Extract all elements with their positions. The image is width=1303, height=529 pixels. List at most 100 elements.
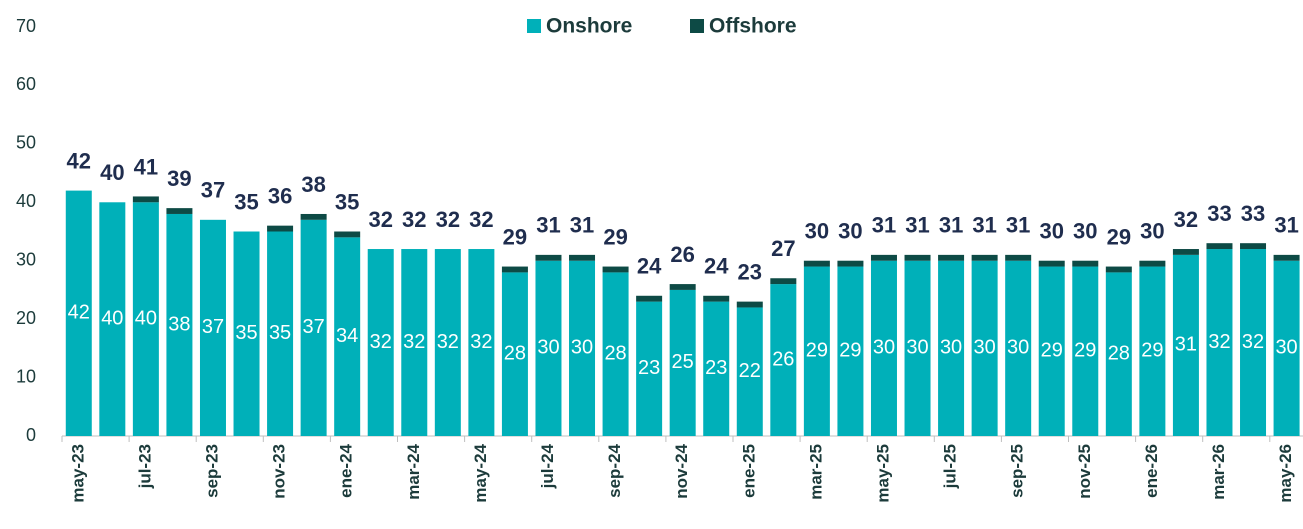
bar-total-label: 23 [738, 259, 762, 284]
bar-segment [1273, 254, 1300, 261]
y-tick-label: 0 [26, 425, 36, 445]
bar-value-label: 32 [1208, 331, 1230, 353]
bar-value-label: 28 [1108, 342, 1130, 364]
bar-total-label: 31 [939, 213, 963, 238]
bar-value-label: 34 [336, 325, 358, 347]
bar-segment [1139, 266, 1166, 436]
bar-segment [736, 307, 763, 436]
bar-segment [837, 266, 864, 436]
bar-total-label: 27 [771, 236, 795, 261]
bar-total-label: 37 [201, 178, 225, 203]
bar-segment [334, 231, 361, 238]
bar-value-label: 29 [1141, 340, 1163, 362]
bar-value-label: 35 [269, 322, 291, 344]
bar-total-label: 31 [570, 213, 594, 238]
bar-segment [1240, 249, 1267, 436]
bar-segment [434, 249, 461, 436]
bar-segment [132, 196, 159, 203]
bar-value-label: 30 [873, 337, 895, 359]
bar-total-label: 36 [268, 183, 292, 208]
bar-segment [1038, 266, 1065, 436]
x-tick-label: may-24 [471, 443, 490, 502]
bar-total-label: 31 [972, 213, 996, 238]
bar-segment [938, 260, 965, 436]
bar-segment [1105, 266, 1132, 273]
bar-value-label: 30 [571, 337, 593, 359]
bar-segment [1172, 254, 1199, 436]
bar-segment [938, 254, 965, 261]
bar-total-label: 32 [1174, 207, 1198, 232]
x-tick-label: mar-25 [806, 444, 825, 500]
bar-segment [65, 190, 92, 436]
bar-segment [401, 249, 428, 436]
bar-total-label: 41 [134, 154, 158, 179]
y-tick-label: 60 [16, 74, 36, 94]
x-tick-label: mar-26 [1209, 444, 1228, 500]
bar-value-label: 25 [672, 351, 694, 373]
bar-segment [1240, 243, 1267, 250]
y-tick-label: 70 [16, 16, 36, 36]
bar-value-label: 37 [202, 316, 224, 338]
bar-total-label: 31 [1274, 213, 1298, 238]
bar-total-label: 33 [1241, 201, 1265, 226]
bar-total-label: 32 [436, 207, 460, 232]
bar-segment [636, 295, 663, 302]
x-tick-label: jul-23 [135, 444, 154, 489]
bar-value-label: 29 [839, 340, 861, 362]
x-tick-label: ene-26 [1142, 444, 1161, 498]
bar-segment [971, 254, 998, 261]
x-tick-label: sep-23 [202, 444, 221, 498]
bar-segment [99, 202, 126, 436]
bar-value-label: 32 [470, 331, 492, 353]
bar-segment [904, 260, 931, 436]
bar-segment [1072, 260, 1099, 267]
bar-total-label: 39 [167, 166, 191, 191]
bar-total-label: 31 [905, 213, 929, 238]
bar-total-label: 24 [637, 254, 662, 279]
x-tick-label: mar-24 [404, 443, 423, 499]
x-tick-label: ene-24 [337, 443, 356, 497]
bar-value-label: 30 [1007, 337, 1029, 359]
bar-segment [535, 260, 562, 436]
bar-segment [602, 272, 629, 436]
x-tick-label: nov-24 [672, 443, 691, 498]
bar-segment [233, 231, 260, 436]
bar-segment [1206, 249, 1233, 436]
bar-total-label: 29 [603, 224, 627, 249]
x-tick-label: may-25 [873, 444, 892, 503]
bar-segment [535, 254, 562, 261]
legend-swatch [690, 19, 704, 33]
bar-segment [1206, 243, 1233, 250]
bar-total-label: 24 [704, 254, 729, 279]
bar-segment [569, 254, 596, 261]
bar-segment [569, 260, 596, 436]
bar-segment [267, 225, 294, 232]
legend-label: Offshore [709, 15, 797, 38]
bar-value-label: 32 [437, 331, 459, 353]
legend-label: Onshore [546, 15, 632, 38]
bar-segment [837, 260, 864, 267]
bar-value-label: 30 [537, 337, 559, 359]
x-tick-label: sep-24 [605, 443, 624, 497]
bar-segment [870, 254, 897, 261]
bar-segment [636, 301, 663, 436]
bar-segment [602, 266, 629, 273]
bar-total-label: 29 [1107, 224, 1131, 249]
bar-segment [904, 254, 931, 261]
bar-segment [870, 260, 897, 436]
bar-segment [770, 284, 797, 436]
bar-segment [166, 213, 193, 436]
bar-total-label: 26 [670, 242, 694, 267]
bar-total-label: 35 [234, 189, 258, 214]
x-tick-label: jul-24 [538, 443, 557, 489]
bar-value-label: 42 [68, 302, 90, 324]
y-tick-label: 10 [16, 366, 36, 386]
bar-total-label: 31 [1006, 213, 1030, 238]
x-tick-label: ene-25 [739, 444, 758, 498]
bar-segment [1072, 266, 1099, 436]
bar-segment [468, 249, 495, 436]
bar-segment [669, 284, 696, 290]
bar-value-label: 32 [403, 331, 425, 353]
bar-segment [703, 301, 730, 436]
